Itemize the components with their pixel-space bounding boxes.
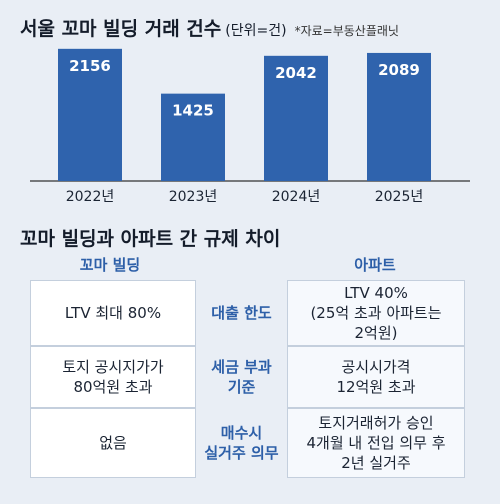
row-right-cell: 공시시가격 12억원 초과 [287,346,465,408]
x-tick-label-2: 2024년 [272,189,321,205]
left-column-header: 꼬마 빌딩 [79,256,141,274]
bar-value-label-0: 2156 [69,57,111,75]
row-label: 대출 한도 [211,304,272,322]
row-left-cell: 토지 공시지가가 80억원 초과 [30,346,196,408]
table-row: 토지 공시지가가 80억원 초과 세금 부과 기준 공시시가격 12억원 초과 [0,346,500,408]
row-right-cell: 토지거래허가 승인 4개월 내 전입 의무 후 2년 실거주 [287,408,465,478]
bar-value-label-3: 2089 [378,61,420,79]
bar-3 [367,52,431,182]
comparison-title: 꼬마 빌딩과 아파트 간 규제 차이 [20,228,281,250]
bar-2 [264,55,328,181]
x-tick-label-1: 2023년 [169,189,218,205]
x-tick-label-0: 2022년 [66,189,115,205]
chart-title-main: 서울 꼬마 빌딩 거래 건수 [20,18,222,40]
chart-unit: (단위=건) [225,23,287,39]
row-label: 매수시 실거주 의무 [204,424,279,462]
right-column-header: 아파트 [354,256,396,274]
row-left-cell: 없음 [30,408,196,478]
bar-chart: 2156 2022년 1425 2023년 2042 2024년 2089 2025년 [30,48,470,205]
bar-1 [161,93,225,181]
x-tick-label-3: 2025년 [375,189,424,205]
table-row: LTV 최대 80% 대출 한도 LTV 40% (25억 초과 아파트는 2억… [0,280,500,346]
bar-value-label-2: 2042 [275,64,317,82]
chart-source: *자료=부동산플래닛 [294,24,399,38]
row-left-cell: LTV 최대 80% [30,280,196,346]
bar-0 [58,48,122,182]
bar-value-label-1: 1425 [172,102,214,120]
table-row: 없음 매수시 실거주 의무 토지거래허가 승인 4개월 내 전입 의무 후 2년… [0,408,500,478]
row-right-cell: LTV 40% (25억 초과 아파트는 2억원) [287,280,465,346]
row-label: 세금 부과 기준 [211,358,272,396]
chart-title: 서울 꼬마 빌딩 거래 건수 (단위=건) *자료=부동산플래닛 [20,14,399,41]
